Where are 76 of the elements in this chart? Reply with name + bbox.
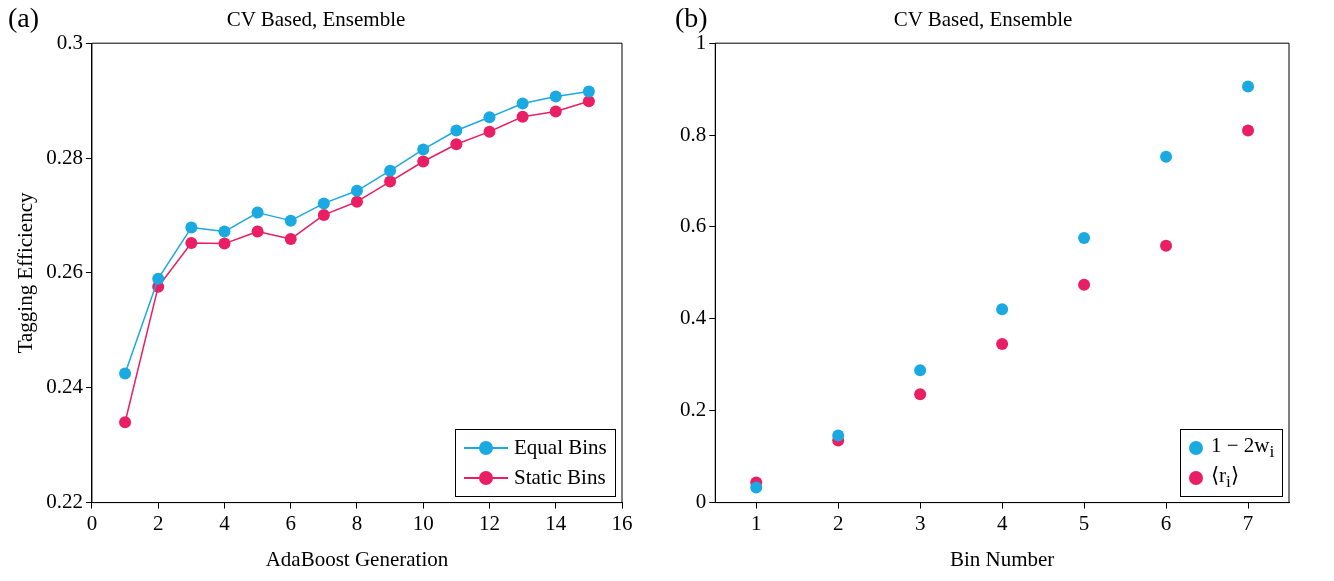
x-tick-label: 2 [152, 510, 164, 535]
legend-label: Static Bins [514, 465, 606, 491]
point [582, 85, 595, 98]
point [450, 138, 463, 151]
point [1160, 150, 1173, 163]
point [1078, 278, 1091, 291]
point [317, 208, 330, 221]
x-tick-label: 14 [545, 510, 567, 535]
legend-label: ⟨r$_{i}$⟩ [1211, 463, 1239, 493]
point [996, 338, 1009, 351]
y-tick-label: 0.6 [680, 213, 707, 238]
y-tick-label: 0 [695, 489, 707, 514]
y-axis-title: Tagging Efficiency [13, 191, 38, 354]
x-tick-label: 12 [478, 510, 500, 535]
point [750, 481, 763, 494]
x-tick-label: 16 [611, 510, 633, 535]
point [549, 90, 562, 103]
point [119, 367, 132, 380]
y-tick-label: 0.26 [46, 259, 83, 284]
point [417, 155, 430, 168]
point [516, 110, 529, 123]
point [317, 197, 330, 210]
point [284, 233, 297, 246]
point [284, 214, 297, 227]
text: (a) [8, 2, 40, 34]
x-axis-title: Bin Number [949, 546, 1055, 571]
x-tick-label: 7 [1242, 510, 1254, 535]
point [996, 303, 1009, 316]
y-tick-label: 0.3 [56, 29, 83, 54]
y-tick-label: 0.2 [680, 397, 707, 422]
point [152, 272, 165, 285]
point [549, 105, 562, 118]
x-tick-label: 2 [832, 510, 844, 535]
point [1242, 80, 1255, 93]
chart-title: CV Based, Ensemble [226, 7, 406, 32]
point [1078, 231, 1091, 244]
point [185, 237, 198, 250]
legend-label: 1 − 2w$_{i}$ [1211, 433, 1275, 463]
y-tick-label: 0.24 [46, 374, 84, 399]
x-tick-label: 3 [914, 510, 926, 535]
point [119, 416, 132, 429]
point [483, 125, 496, 138]
y-tick-label: 0.8 [680, 121, 707, 146]
point [450, 124, 463, 137]
x-tick-label: 6 [285, 510, 296, 535]
x-tick-label: 4 [219, 510, 231, 535]
x-tick-label: 6 [1160, 510, 1172, 535]
point [218, 237, 231, 250]
point [832, 429, 845, 442]
y-tick-label: 0.22 [46, 489, 83, 514]
y-tick-label: 0.28 [46, 144, 83, 169]
point [914, 388, 927, 401]
x-tick-label: 5 [1078, 510, 1090, 535]
legend-label: Equal Bins [514, 435, 607, 461]
point [582, 95, 595, 108]
point [251, 225, 264, 238]
point [350, 184, 363, 197]
point [914, 364, 927, 377]
point [384, 164, 397, 177]
point [251, 206, 264, 219]
point [1160, 239, 1173, 252]
x-tick-label: 8 [351, 510, 363, 535]
y-tick-label: 0.4 [680, 305, 707, 330]
point [483, 111, 496, 124]
x-tick-label: 10 [412, 510, 434, 535]
x-axis-title: AdaBoost Generation [265, 546, 449, 571]
point [218, 225, 231, 238]
point [417, 143, 430, 156]
point [384, 175, 397, 188]
point [516, 97, 529, 110]
point [350, 195, 363, 208]
x-tick-label: 4 [996, 510, 1008, 535]
chart-title: CV Based, Ensemble [893, 7, 1073, 32]
x-tick-label: 1 [750, 510, 762, 535]
point [1242, 124, 1255, 137]
point [185, 221, 198, 234]
